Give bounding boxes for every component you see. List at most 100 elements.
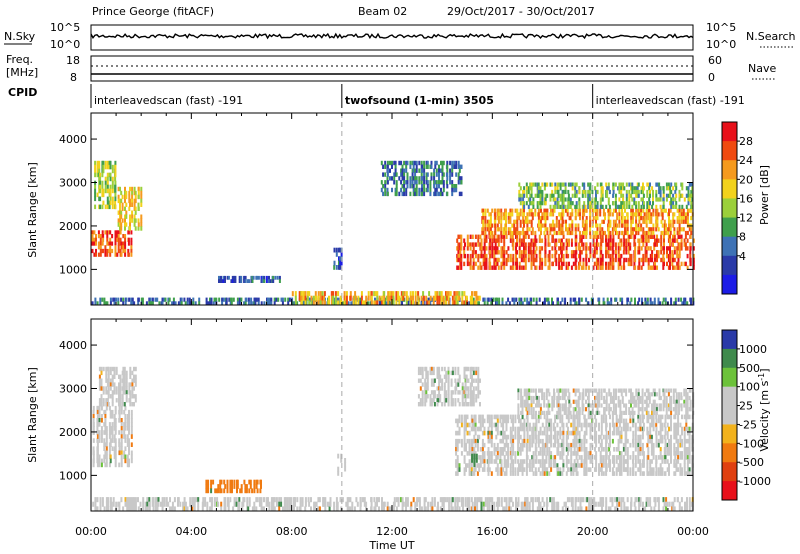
heatmap-cell (594, 447, 596, 452)
heatmap-cell (581, 204, 584, 209)
heatmap-cell (98, 405, 101, 411)
heatmap-cell (131, 190, 134, 196)
heatmap-cell (128, 430, 130, 435)
freq-tick-bottom: 8 (70, 71, 77, 84)
heatmap-cell (106, 172, 109, 178)
heatmap-cell (131, 218, 134, 223)
heatmap-cell (581, 193, 584, 198)
heatmap-cell (541, 246, 544, 251)
heatmap-cell (676, 246, 679, 251)
heatmap-cell (636, 186, 639, 191)
heatmap-cell (654, 265, 656, 270)
heatmap-cell (663, 234, 665, 239)
heatmap-cell (549, 182, 552, 187)
heatmap-cell (618, 455, 621, 460)
heatmap-cell (411, 160, 414, 166)
heatmap-cell (411, 168, 414, 173)
heatmap-cell (421, 374, 424, 379)
heatmap-cell (609, 223, 612, 228)
heatmap-cell (484, 230, 487, 236)
heatmap-cell (683, 238, 686, 243)
heatmap-cell (333, 247, 336, 253)
heatmap-cell (618, 219, 621, 224)
heatmap-cell (664, 297, 667, 302)
heatmap-cell (507, 257, 510, 263)
heatmap-cell (539, 438, 542, 444)
heatmap-cell (562, 261, 565, 267)
heatmap-cell (383, 291, 386, 297)
heatmap-cell (626, 455, 629, 460)
heatmap-cell (401, 184, 404, 189)
heatmap-cell (583, 434, 586, 440)
heatmap-cell (587, 422, 590, 428)
heatmap-cell (527, 242, 530, 247)
heatmap-cell (145, 301, 148, 306)
heatmap-cell (565, 250, 568, 255)
heatmap-cell (626, 422, 629, 428)
heatmap-cell (493, 257, 496, 263)
heatmap-cell (557, 451, 560, 456)
heatmap-cell (548, 455, 551, 460)
heatmap-cell (646, 301, 649, 306)
heatmap-cell (562, 219, 565, 224)
heatmap-cell (666, 467, 669, 472)
heatmap-cell (649, 463, 652, 468)
heatmap-cell (451, 180, 454, 185)
heatmap-cell (539, 451, 542, 456)
heatmap-cell (664, 426, 667, 432)
heatmap-cell (620, 430, 623, 436)
heatmap-cell (312, 295, 315, 301)
heatmap-cell (319, 295, 322, 301)
heatmap-cell (332, 295, 335, 301)
heatmap-cell (572, 250, 575, 255)
heatmap-cell (521, 442, 524, 448)
heatmap-cell (672, 201, 675, 206)
heatmap-cell (555, 216, 558, 221)
heatmap-cell (125, 386, 128, 391)
heatmap-cell (340, 252, 343, 257)
heatmap-cell (620, 471, 623, 476)
heatmap-cell (518, 463, 520, 468)
heatmap-cell (645, 223, 648, 228)
heatmap-cell (512, 253, 515, 259)
heatmap-cell (532, 201, 535, 206)
heatmap-cell (221, 301, 224, 306)
heatmap-cell (436, 366, 439, 372)
heatmap-cell (415, 191, 418, 197)
heatmap-cell (122, 245, 125, 250)
heatmap-cell (414, 191, 417, 197)
heatmap-cell (149, 297, 152, 302)
heatmap-cell (518, 430, 520, 436)
heatmap-cell (453, 300, 456, 306)
heatmap-cell (489, 242, 492, 247)
heatmap-cell (657, 250, 660, 255)
heatmap-cell (566, 208, 569, 213)
heatmap-cell (469, 234, 472, 239)
heatmap-cell (434, 295, 437, 301)
heatmap-cell (636, 193, 639, 198)
heatmap-cell (649, 430, 652, 436)
heatmap-cell (625, 197, 628, 202)
heatmap-cell (412, 187, 415, 193)
heatmap-cell (123, 370, 126, 376)
heatmap-cell (594, 414, 596, 420)
heatmap-cell (583, 467, 586, 472)
heatmap-cell (463, 386, 466, 391)
heatmap-cell (456, 291, 459, 297)
heatmap-cell (647, 447, 650, 452)
heatmap-cell (514, 430, 517, 436)
heatmap-cell (620, 459, 623, 464)
heatmap-cell (573, 463, 576, 468)
heatmap-cell (523, 186, 526, 191)
heatmap-cell (535, 455, 538, 460)
heatmap-cell (99, 241, 102, 246)
heatmap-cell (102, 402, 105, 407)
heatmap-cell (567, 414, 570, 420)
heatmap-cell (418, 180, 421, 185)
heatmap-cell (649, 426, 652, 432)
heatmap-cell (616, 230, 619, 236)
heatmap-cell (595, 193, 597, 198)
heatmap-cell (294, 300, 297, 306)
heatmap-cell (104, 230, 107, 235)
heatmap-cell (642, 422, 645, 428)
